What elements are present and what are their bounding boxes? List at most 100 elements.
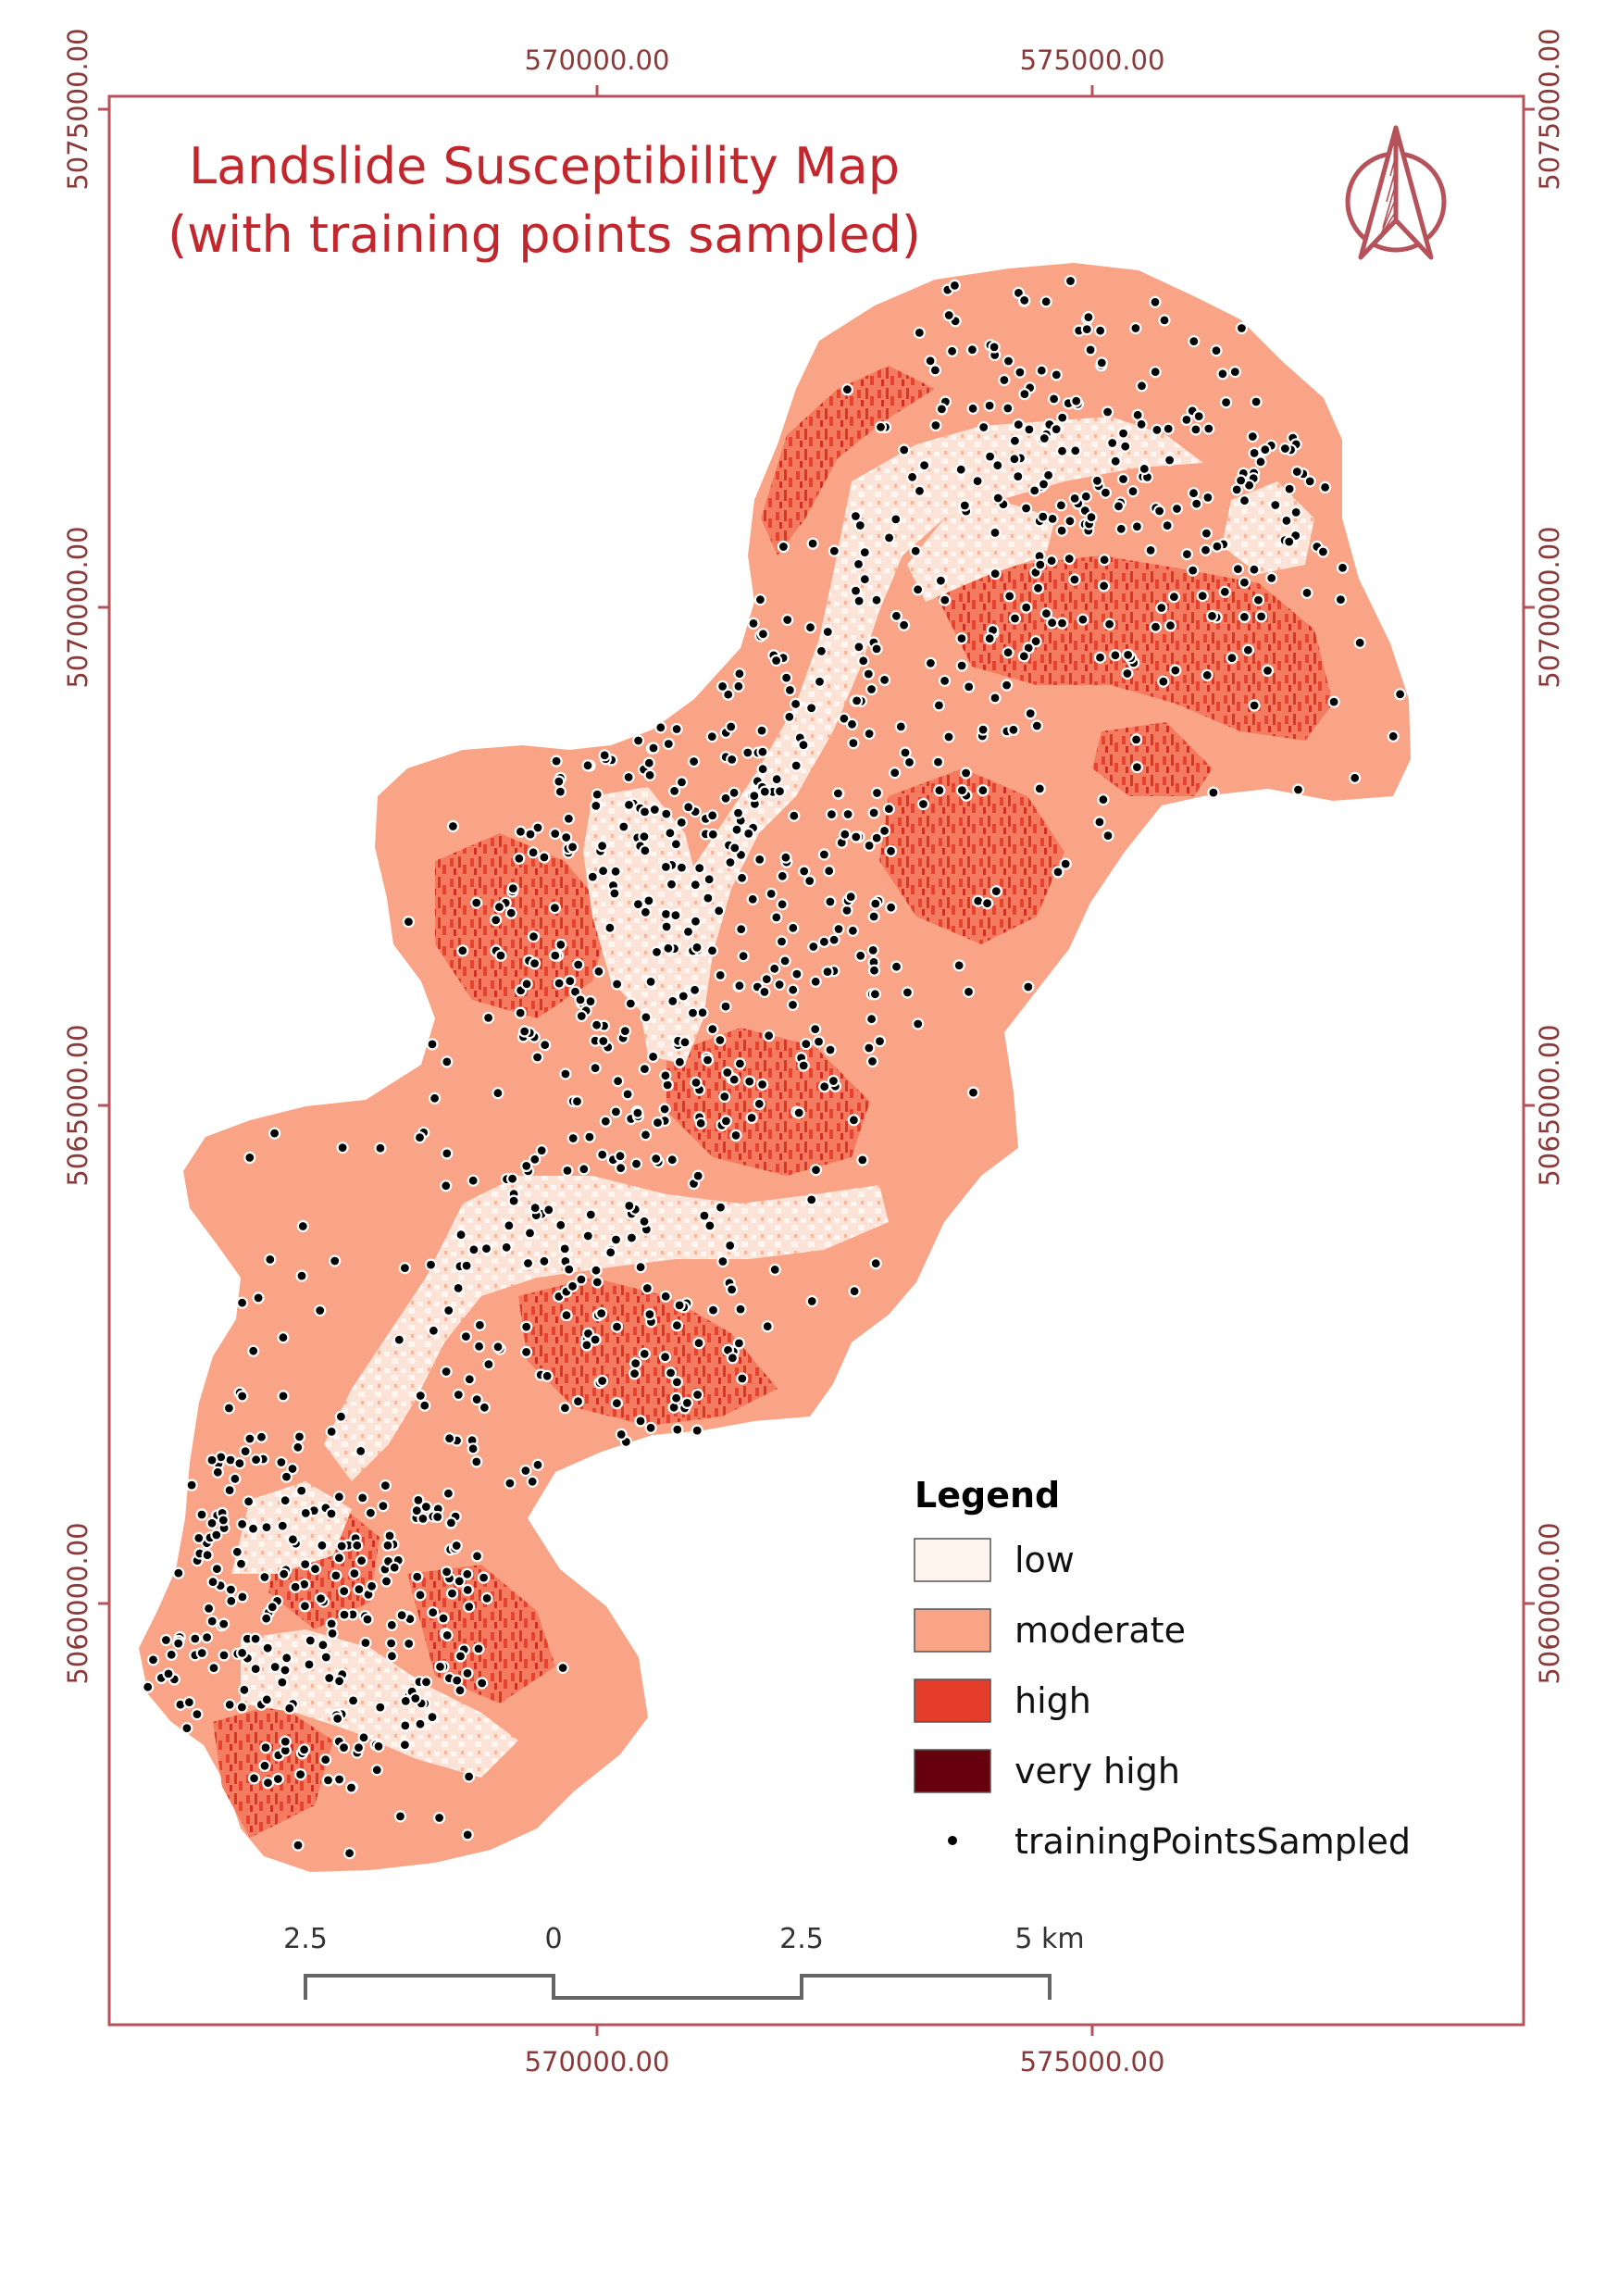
- training-point: [326, 1627, 339, 1641]
- training-point: [1248, 699, 1261, 712]
- grid-label-left-y4: 5060000.00: [62, 1522, 93, 1684]
- training-point: [648, 803, 661, 817]
- training-point: [395, 1608, 408, 1622]
- training-point: [977, 784, 989, 797]
- training-point: [1149, 295, 1162, 308]
- training-point: [348, 1566, 361, 1580]
- training-point: [236, 1591, 249, 1603]
- training-point: [604, 921, 616, 934]
- training-point: [786, 998, 800, 1012]
- training-point: [638, 1347, 651, 1361]
- training-point: [195, 1646, 208, 1660]
- training-point: [513, 852, 526, 865]
- training-point: [553, 775, 566, 788]
- training-point: [965, 343, 979, 356]
- training-point: [716, 680, 729, 693]
- training-point: [673, 1055, 687, 1068]
- training-point: [217, 1514, 230, 1527]
- training-point: [1290, 465, 1303, 479]
- training-point: [762, 1029, 776, 1042]
- training-point: [504, 1477, 517, 1490]
- training-point: [675, 816, 688, 830]
- training-point: [1353, 636, 1366, 649]
- scale-label-left: 2.5: [283, 1923, 328, 1955]
- training-point: [1022, 980, 1035, 993]
- training-point: [514, 825, 528, 838]
- grid-label-right-y2: 5070000.00: [1534, 526, 1565, 688]
- training-point: [321, 1774, 335, 1787]
- training-point: [698, 1209, 711, 1222]
- training-point: [535, 1144, 548, 1157]
- training-point: [1129, 733, 1143, 746]
- training-point: [592, 965, 605, 978]
- training-point: [1106, 436, 1119, 450]
- training-point: [912, 1017, 925, 1030]
- training-point: [268, 1660, 281, 1674]
- training-point: [334, 1410, 347, 1423]
- training-point: [662, 942, 675, 955]
- training-point: [845, 718, 859, 730]
- training-point: [470, 1550, 484, 1563]
- training-point: [916, 797, 930, 811]
- training-point: [596, 865, 610, 878]
- training-point: [716, 1254, 729, 1268]
- training-point: [210, 1529, 223, 1541]
- training-point: [756, 745, 769, 758]
- training-point: [1207, 786, 1220, 799]
- training-point: [1008, 453, 1021, 466]
- training-point: [670, 1319, 684, 1332]
- training-point: [629, 1157, 643, 1170]
- training-point: [706, 828, 719, 841]
- training-point: [1135, 418, 1148, 430]
- training-point: [548, 901, 562, 915]
- training-point: [1031, 581, 1045, 594]
- training-point: [1070, 394, 1083, 407]
- training-point: [1278, 442, 1292, 455]
- training-point: [807, 940, 820, 954]
- training-point: [634, 1415, 647, 1428]
- training-point: [1037, 510, 1050, 523]
- training-point: [357, 1731, 370, 1744]
- training-point: [998, 373, 1011, 387]
- training-point: [325, 1425, 338, 1439]
- training-point: [773, 978, 786, 992]
- training-point: [1084, 343, 1097, 356]
- training-point: [1069, 444, 1082, 457]
- training-point: [882, 803, 896, 816]
- training-point: [356, 1491, 369, 1504]
- training-point: [610, 1397, 624, 1410]
- training-point: [1099, 486, 1113, 499]
- training-point: [1098, 554, 1111, 567]
- training-point: [865, 682, 878, 696]
- training-point: [492, 1087, 504, 1100]
- training-point: [454, 1684, 467, 1697]
- training-point: [1216, 368, 1229, 381]
- training-point: [1248, 446, 1261, 459]
- training-point: [185, 1479, 198, 1491]
- training-point: [477, 1571, 491, 1584]
- training-point: [1121, 667, 1134, 680]
- training-point: [201, 1630, 214, 1644]
- training-point: [931, 755, 945, 768]
- training-point: [818, 1080, 831, 1093]
- training-point: [424, 1258, 438, 1271]
- training-point: [1254, 610, 1268, 623]
- training-point: [1055, 617, 1069, 630]
- training-point: [844, 890, 857, 904]
- training-point: [1018, 293, 1031, 306]
- training-point: [392, 1333, 405, 1346]
- training-point: [1093, 651, 1107, 664]
- training-point: [753, 853, 766, 867]
- map-title-line1: Landslide Susceptibility Map: [189, 137, 900, 195]
- training-point: [467, 1243, 480, 1256]
- training-point: [304, 1634, 317, 1647]
- training-point: [180, 1722, 193, 1735]
- training-point: [870, 831, 883, 844]
- training-point: [911, 583, 925, 596]
- training-point: [1251, 593, 1265, 606]
- training-point: [948, 279, 962, 292]
- training-point: [584, 994, 597, 1008]
- training-point: [1261, 664, 1275, 678]
- training-point: [755, 724, 768, 737]
- training-point: [413, 1130, 427, 1144]
